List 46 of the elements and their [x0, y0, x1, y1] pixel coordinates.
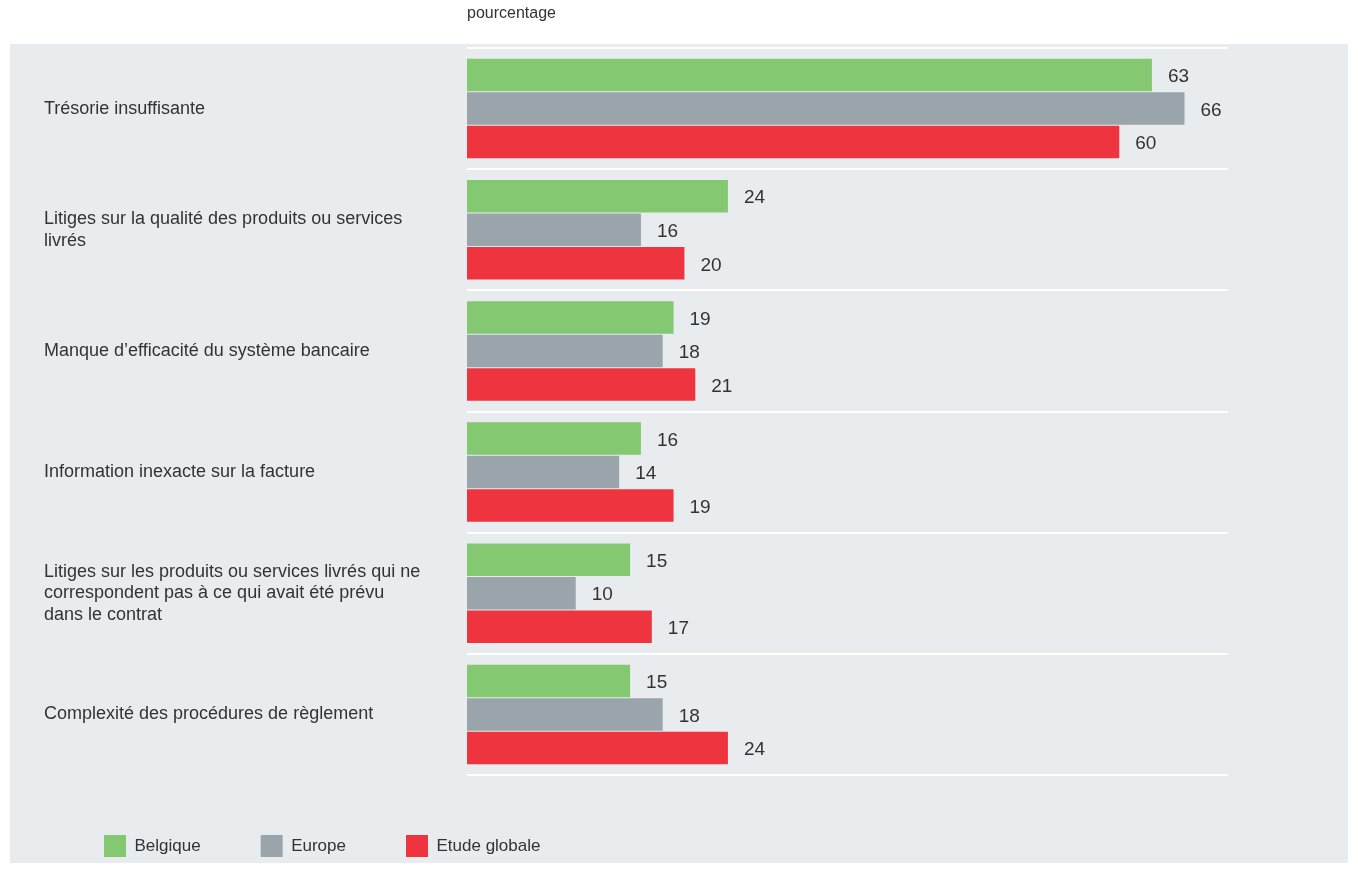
bar: [467, 698, 663, 731]
y-tick-label: Litiges sur la qualité des produits ou services livrés: [44, 207, 403, 250]
y-tick-label: Trésorie insuffisante: [44, 97, 206, 118]
data-label: 15: [646, 549, 668, 571]
data-label: 16: [656, 219, 679, 241]
data-label: 21: [711, 374, 733, 396]
bar: [467, 368, 696, 401]
bar: [467, 301, 674, 334]
bar: [467, 58, 1152, 92]
data-label: 10: [591, 583, 613, 605]
bar: [467, 92, 1185, 125]
bar: [467, 247, 685, 280]
data-label: 20: [700, 253, 722, 275]
data-label: 63: [1167, 65, 1190, 87]
legend-label: Belgique: [134, 835, 201, 855]
data-label: 60: [1135, 132, 1157, 154]
y-tick-label: Litiges sur les produits ou services livrés qui ne correspondent pas à ce qui avait été prévu dans le contrat: [44, 560, 421, 624]
legend-label: Europe: [291, 835, 346, 855]
data-label: 24: [743, 738, 766, 760]
bar: [467, 455, 620, 489]
y-tick-label: Information inexacte sur la facture: [44, 461, 316, 482]
data-label: 24: [743, 186, 766, 208]
bar: [467, 422, 641, 455]
bar: [467, 731, 728, 765]
bar: [467, 179, 728, 213]
bar: [467, 543, 631, 576]
data-label: 18: [678, 704, 700, 726]
data-label: 14: [635, 462, 657, 484]
data-label: 17: [667, 617, 689, 639]
legend-label: Etude globale: [436, 835, 541, 855]
data-label: 18: [678, 341, 700, 363]
y-tick-label: Manque d’efficacité du système bancaire: [44, 339, 370, 360]
bar: [467, 664, 631, 698]
data-label: 16: [656, 428, 679, 450]
y-tick-label: Complexité des procédures de règlement: [44, 703, 374, 724]
data-label: 15: [646, 671, 668, 693]
bar: [467, 576, 576, 610]
bar: [467, 125, 1120, 159]
bar: [467, 213, 641, 247]
bar: [467, 334, 663, 368]
bar: [467, 489, 674, 522]
data-label: 19: [689, 495, 711, 517]
data-label: 19: [689, 307, 711, 329]
x-axis-title: pourcentage: [467, 4, 557, 22]
data-label: 66: [1200, 98, 1222, 120]
bar: [467, 610, 652, 644]
